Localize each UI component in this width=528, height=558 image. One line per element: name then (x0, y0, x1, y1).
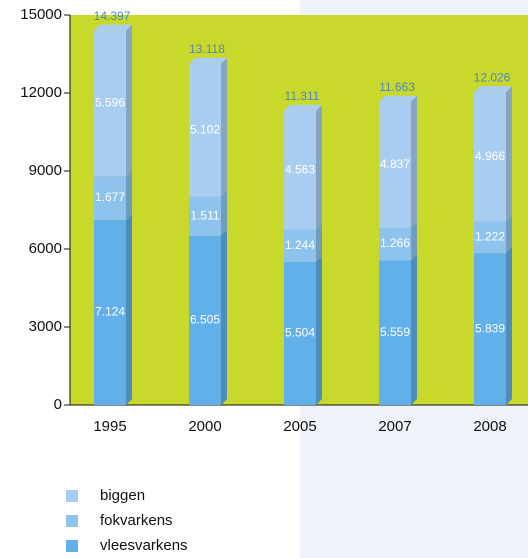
legend-swatch (66, 490, 78, 502)
x-tick-label: 2008 (473, 418, 506, 435)
value-label: 1.222 (475, 229, 505, 243)
bar-top (474, 86, 512, 93)
bar-top (284, 104, 322, 111)
value-label: 6.505 (190, 313, 220, 327)
bar-segment (189, 63, 221, 197)
legend-label: fokvarkens (100, 512, 173, 529)
bar-segment-side (411, 254, 417, 405)
bar-segment (189, 196, 221, 236)
value-label: 5.559 (380, 325, 410, 339)
bar-segment (379, 227, 411, 261)
bar-segment (94, 219, 126, 405)
bar-segment-side (126, 170, 132, 220)
bar-segment-side (221, 57, 227, 197)
bar-segment (94, 176, 126, 220)
value-label: 5.102 (190, 122, 220, 136)
bar-top (379, 95, 417, 102)
value-label: 1.266 (380, 236, 410, 250)
value-label: 4.966 (475, 149, 505, 163)
total-label: 11.663 (379, 80, 415, 94)
value-label: 5.504 (285, 326, 315, 340)
bar-segment-side (506, 86, 512, 222)
bar-segment (474, 253, 506, 405)
total-label: 11.311 (285, 89, 320, 103)
value-label: 5.839 (475, 321, 505, 335)
value-label: 1.244 (285, 238, 315, 252)
bar-segment (94, 30, 126, 177)
y-tick-label: 12000 (20, 84, 62, 101)
bar-segment (474, 221, 506, 254)
y-tick-label: 0 (54, 396, 62, 413)
bar-segment-side (221, 229, 227, 405)
legend-label: vleesvarkens (100, 537, 188, 554)
bar-segment-side (221, 190, 227, 236)
total-label: 12.026 (474, 70, 511, 84)
bar-top (189, 57, 227, 64)
y-tick-label: 6000 (29, 240, 62, 257)
value-label: 5.596 (95, 96, 125, 110)
bar-segment (284, 110, 316, 230)
bar-segment-side (126, 24, 132, 177)
x-tick-label: 1995 (93, 418, 126, 435)
value-label: 1.677 (95, 190, 125, 204)
bar-segment-side (316, 104, 322, 230)
total-label: 13.118 (189, 42, 225, 56)
bar-segment-side (126, 213, 132, 405)
bar-segment (189, 235, 221, 405)
bar-segment (474, 92, 506, 222)
bar-segment (379, 101, 411, 228)
legend-label: biggen (100, 487, 145, 504)
value-label: 7.124 (95, 305, 125, 319)
y-tick-label: 15000 (20, 6, 62, 23)
x-tick-label: 2007 (378, 418, 411, 435)
bar-segment (284, 261, 316, 405)
bar-segment-side (316, 223, 322, 262)
bar-segment-side (506, 247, 512, 405)
value-label: 1.511 (190, 208, 219, 222)
y-tick-label: 9000 (29, 162, 62, 179)
total-label: 14.397 (94, 9, 131, 23)
bar-segment-side (316, 255, 322, 405)
legend-swatch (66, 515, 78, 527)
bar-segment (379, 260, 411, 405)
x-tick-label: 2000 (188, 418, 221, 435)
bar-top (94, 24, 132, 31)
bar-segment (284, 229, 316, 262)
x-tick-label: 2005 (283, 418, 316, 435)
bar-segment-side (506, 215, 512, 254)
value-label: 4.837 (380, 157, 410, 171)
legend-swatch (66, 540, 78, 552)
bar-segment-side (411, 221, 417, 261)
bar-segment-side (411, 95, 417, 228)
y-tick-label: 3000 (29, 318, 62, 335)
value-label: 4.563 (285, 162, 315, 176)
